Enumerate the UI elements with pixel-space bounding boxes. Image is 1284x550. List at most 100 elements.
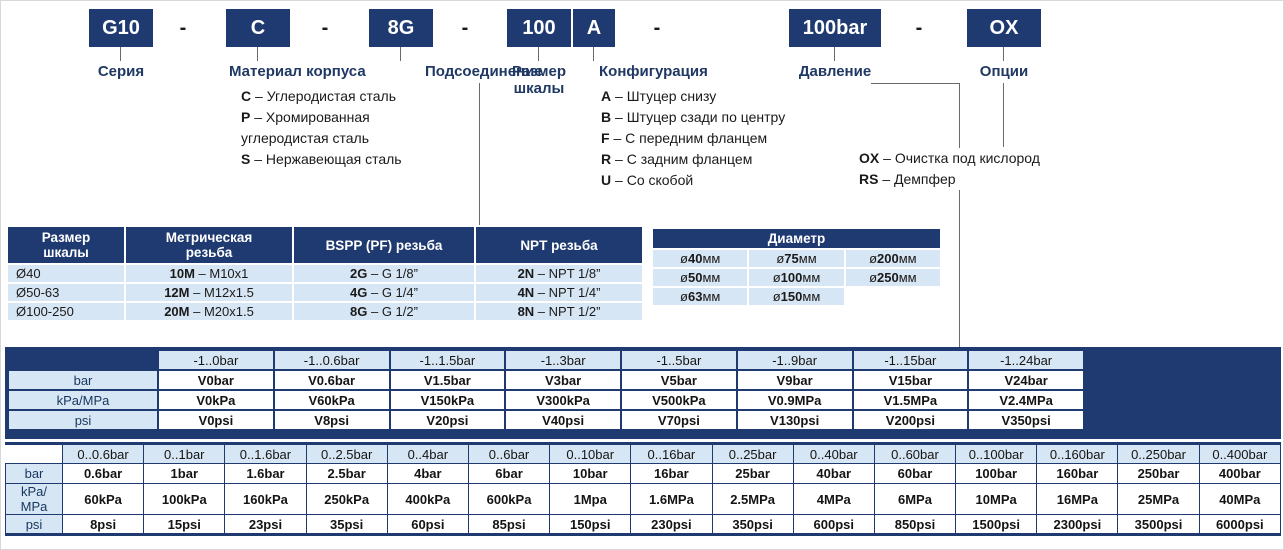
material-item-text: Нержавеющая сталь <box>265 151 402 167</box>
configuration-item-code: A <box>601 88 612 104</box>
material-item-code: P <box>241 109 251 125</box>
range-header-cell: -1..1.5bar <box>388 349 507 371</box>
range-header-cell: 0..400bar <box>1198 443 1282 464</box>
section-title-options: Опции <box>979 63 1029 80</box>
thread-desc: – G 1/2” <box>367 304 418 319</box>
range-header-cell: 0..4bar <box>386 443 469 464</box>
range-value-cell: 10MPa <box>955 483 1038 515</box>
range-value-cell: 400bar <box>1198 463 1282 484</box>
range-value-cell: 10bar <box>549 463 632 484</box>
range-value-cell: 600kPa <box>467 483 551 515</box>
pressure-table-connector-line <box>959 83 960 347</box>
diameter-cell-empty <box>843 286 943 307</box>
option-item-code: OX <box>859 150 880 166</box>
code-box-options: OX <box>967 9 1041 47</box>
thread-desc: – NPT 1/2” <box>534 304 601 319</box>
connection-table-header-row: Размер шкалы Метрическая резьба BSPP (PF… <box>6 225 644 265</box>
item-separator: – <box>611 172 627 188</box>
thread-code: 8G <box>350 304 368 319</box>
range-header-cell: -1..5bar <box>620 349 738 371</box>
connection-thread-table: Размер шкалы Метрическая резьба BSPP (PF… <box>6 225 644 322</box>
bspp-thread-cell: 8G – G 1/2” <box>292 301 476 322</box>
range-value-cell: V200psi <box>851 409 970 431</box>
code-box-series: G10 <box>89 9 153 47</box>
connector-line <box>593 47 594 61</box>
item-separator: – <box>251 88 267 104</box>
npt-thread-cell: 2N – NPT 1/8” <box>474 263 644 284</box>
configuration-item-code: F <box>601 130 610 146</box>
range-value-cell: 8psi <box>61 514 145 535</box>
range-value-cell: 230psi <box>630 514 713 535</box>
thread-desc: – G 1/8” <box>367 266 418 281</box>
unit-label-cell: bar <box>5 463 63 484</box>
range-header-cell: 0..250bar <box>1117 443 1200 464</box>
range-row: bar 0.6bar 1bar 1.6bar 2.5bar 4bar 6bar 10bar 16… <box>5 463 1282 484</box>
dash-separator: - <box>653 17 661 39</box>
range-value-cell: 850psi <box>873 514 957 535</box>
range-value-cell: 25bar <box>711 463 794 484</box>
range-value-cell: V0bar <box>157 369 275 391</box>
range-header-cell: 0..160bar <box>1036 443 1119 464</box>
code-box-connection: 8G <box>369 9 433 47</box>
thread-code: 10M <box>169 266 195 281</box>
range-header-cell: 0..25bar <box>711 443 794 464</box>
item-separator: – <box>611 109 627 125</box>
configuration-item-text: Штуцер снизу <box>626 88 717 104</box>
range-value-cell: V24bar <box>967 369 1085 391</box>
scale-size-cell: Ø40 <box>6 263 126 284</box>
configuration-item-text: С задним фланцем <box>626 151 753 167</box>
scale-size-cell: Ø50-63 <box>6 282 126 303</box>
range-value-cell: V5bar <box>620 369 738 391</box>
connector-line <box>120 47 121 61</box>
diameter-cell: ø50мм <box>650 267 750 288</box>
material-item: C – Углеродистая сталь <box>241 86 419 107</box>
range-value-cell: 6000psi <box>1198 514 1282 535</box>
range-value-cell: 16bar <box>630 463 713 484</box>
material-item-code: C <box>241 88 252 104</box>
range-value-cell: V0.6bar <box>272 369 391 391</box>
thread-code: 2N <box>517 266 535 281</box>
thread-code: 8N <box>517 304 535 319</box>
diameter-row: ø50мм ø100мм ø250мм <box>650 267 943 288</box>
material-item-code: S <box>241 151 251 167</box>
thread-code: 2G <box>350 266 368 281</box>
range-value-cell: 100bar <box>955 463 1038 484</box>
range-value-cell: 250kPa <box>305 483 388 515</box>
option-item-text: Очистка под кислород <box>894 150 1040 166</box>
range-value-cell: 1.6MPa <box>630 483 713 515</box>
range-value-cell: 0.6bar <box>61 463 145 484</box>
metric-thread-cell: 12M – M12x1.5 <box>124 282 294 303</box>
range-value-cell: 2.5bar <box>305 463 388 484</box>
range-value-cell: V500kPa <box>620 389 738 411</box>
code-box-pressure: 100bar <box>789 9 881 47</box>
configuration-item: R – С задним фланцем <box>601 149 785 170</box>
thread-code: 12M <box>164 285 190 300</box>
diameter-cell: ø63мм <box>650 286 750 307</box>
option-item: OX – Очистка под кислород <box>859 148 1043 169</box>
item-separator: – <box>879 150 895 166</box>
range-value-cell: 16MPa <box>1036 483 1119 515</box>
diameter-cell: ø100мм <box>747 267 846 288</box>
range-header-cell: 0..1bar <box>143 443 226 464</box>
item-separator: – <box>611 151 627 167</box>
range-header-cell: -1..0.6bar <box>272 349 391 371</box>
range-value-cell: 1.6bar <box>224 463 307 484</box>
conn-header-scale: Размер шкалы <box>6 225 126 265</box>
diameter-row: ø63мм ø150мм <box>650 286 943 307</box>
range-value-cell: 600psi <box>792 514 875 535</box>
section-title-configuration: Конфигурация <box>599 63 708 80</box>
range-value-cell: V0psi <box>157 409 275 431</box>
diameter-cell: ø250мм <box>843 267 943 288</box>
range-row: psi 8psi 15psi 23psi 35psi 60psi 85psi 150psi 23… <box>5 514 1282 535</box>
code-box-scale-size: 100 <box>507 9 571 47</box>
range-value-cell: 25MPa <box>1117 483 1200 515</box>
thread-desc: – M10x1 <box>194 266 249 281</box>
range-header-cell: -1..24bar <box>967 349 1085 371</box>
configuration-item-code: B <box>601 109 612 125</box>
range-header-cell: 0..16bar <box>630 443 713 464</box>
item-separator: – <box>250 109 266 125</box>
metric-thread-cell: 10M – M10x1 <box>124 263 294 284</box>
range-value-cell: 250bar <box>1117 463 1200 484</box>
connector-line <box>538 47 539 61</box>
configuration-list: A – Штуцер снизу B – Штуцер сзади по цен… <box>601 86 785 191</box>
